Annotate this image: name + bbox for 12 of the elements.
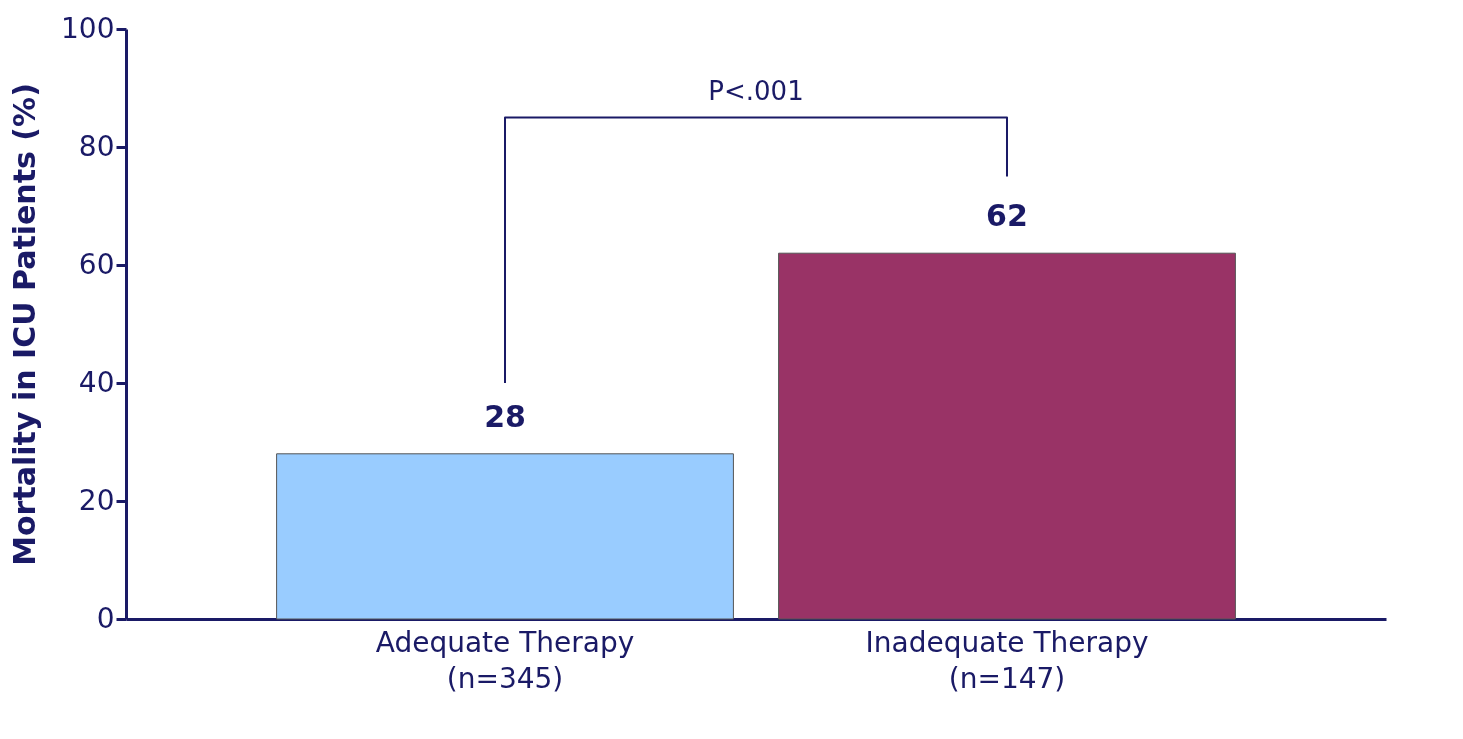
y-tick-label: 100 xyxy=(61,11,115,45)
y-tick-label: 0 xyxy=(96,601,115,635)
annotation: P<.001 xyxy=(708,75,804,106)
data-label: 62 xyxy=(986,198,1028,234)
y-tick-label: 20 xyxy=(78,483,115,517)
y-axis-title: Mortality in ICU Patients (%) xyxy=(7,83,43,566)
data-label: 28 xyxy=(484,398,526,434)
x-tick-label: Inadequate Therapy (n=147) xyxy=(865,625,1149,695)
y-tick-label: 60 xyxy=(78,247,115,281)
x-tick-label: Adequate Therapy (n=345) xyxy=(375,625,635,695)
y-tick-label: 80 xyxy=(78,129,115,163)
y-tick-label: 40 xyxy=(78,365,115,399)
